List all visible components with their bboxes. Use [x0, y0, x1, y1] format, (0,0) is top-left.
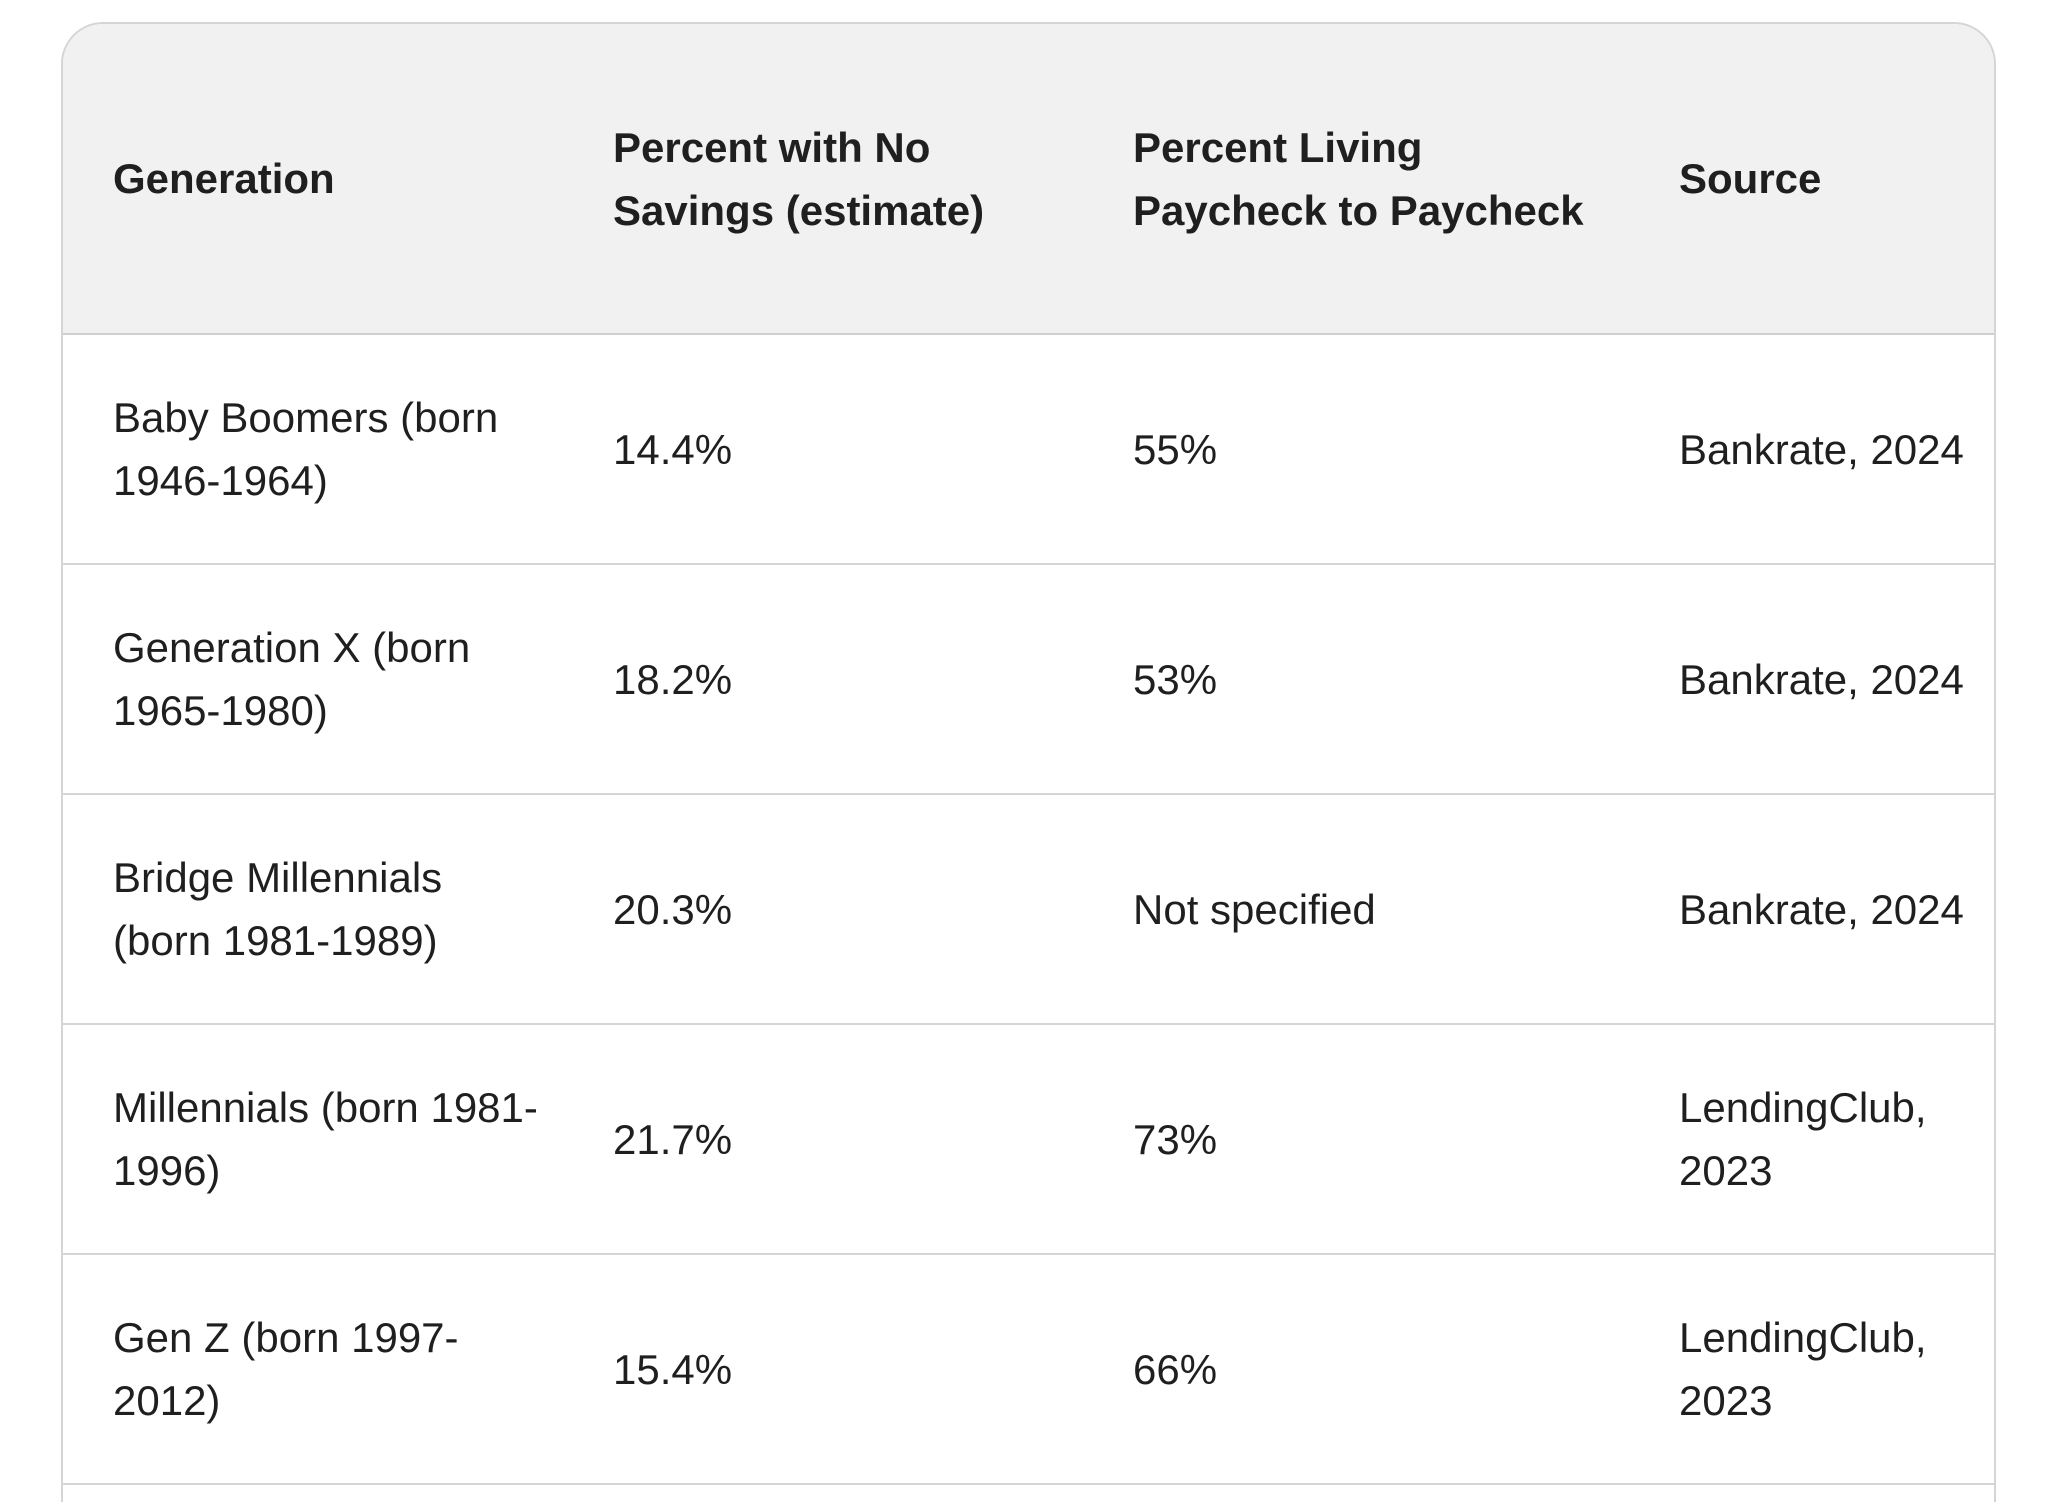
cell-paycheck: 55%: [1133, 425, 1218, 473]
cell-no-savings: 20.3%: [613, 885, 733, 933]
cell-generation: Bridge Millennials (born 1981-1989): [113, 854, 443, 964]
cell-paycheck: 73%: [1133, 1115, 1218, 1163]
table-row: Generation X (born 1965-1980) 18.2% 53% …: [63, 564, 1994, 794]
cell-no-savings: 18.2%: [613, 655, 733, 703]
cell-no-savings: 14.4%: [613, 425, 733, 473]
cell-no-savings: 15.4%: [613, 1345, 733, 1393]
table-row: Baby Boomers (born 1946-1964) 14.4% 55% …: [63, 334, 1994, 564]
cell-source: Bankrate, 2024: [1679, 425, 1964, 473]
cell-generation: Generation X (born 1965-1980): [113, 624, 471, 734]
header-paycheck-to-paycheck: Percent Living Paycheck to Paycheck: [1083, 24, 1629, 335]
table-row: Gen Z (born 1997-2012) 15.4% 66% Lending…: [63, 1254, 1994, 1484]
cell-source: Bankrate, 2024: [1679, 655, 1964, 703]
table-row: Millennials (born 1981-1996) 21.7% 73% L…: [63, 1024, 1994, 1254]
table-header-row: Generation Percent with No Savings (esti…: [63, 24, 1994, 335]
cell-paycheck: 53%: [1133, 655, 1218, 703]
cell-paycheck: 66%: [1133, 1345, 1218, 1393]
table-row: Bridge Millennials (born 1981-1989) 20.3…: [63, 794, 1994, 1024]
cell-source: Bankrate, 2024: [1679, 885, 1964, 933]
cell-generation: Millennials (born 1981-1996): [113, 1084, 538, 1194]
cell-source: LendingClub, 2023: [1679, 1314, 1927, 1424]
cell-generation: Baby Boomers (born 1946-1964): [113, 394, 499, 504]
cell-source: LendingClub, 2023: [1679, 1084, 1927, 1194]
generation-savings-table: Generation Percent with No Savings (esti…: [63, 24, 1994, 1485]
data-table-card: Generation Percent with No Savings (esti…: [61, 22, 1996, 1502]
header-generation: Generation: [63, 24, 563, 335]
cell-generation: Gen Z (born 1997-2012): [113, 1314, 459, 1424]
cell-paycheck: Not specified: [1133, 885, 1376, 933]
header-source: Source: [1629, 24, 1994, 335]
header-no-savings: Percent with No Savings (estimate): [563, 24, 1083, 335]
cell-no-savings: 21.7%: [613, 1115, 733, 1163]
